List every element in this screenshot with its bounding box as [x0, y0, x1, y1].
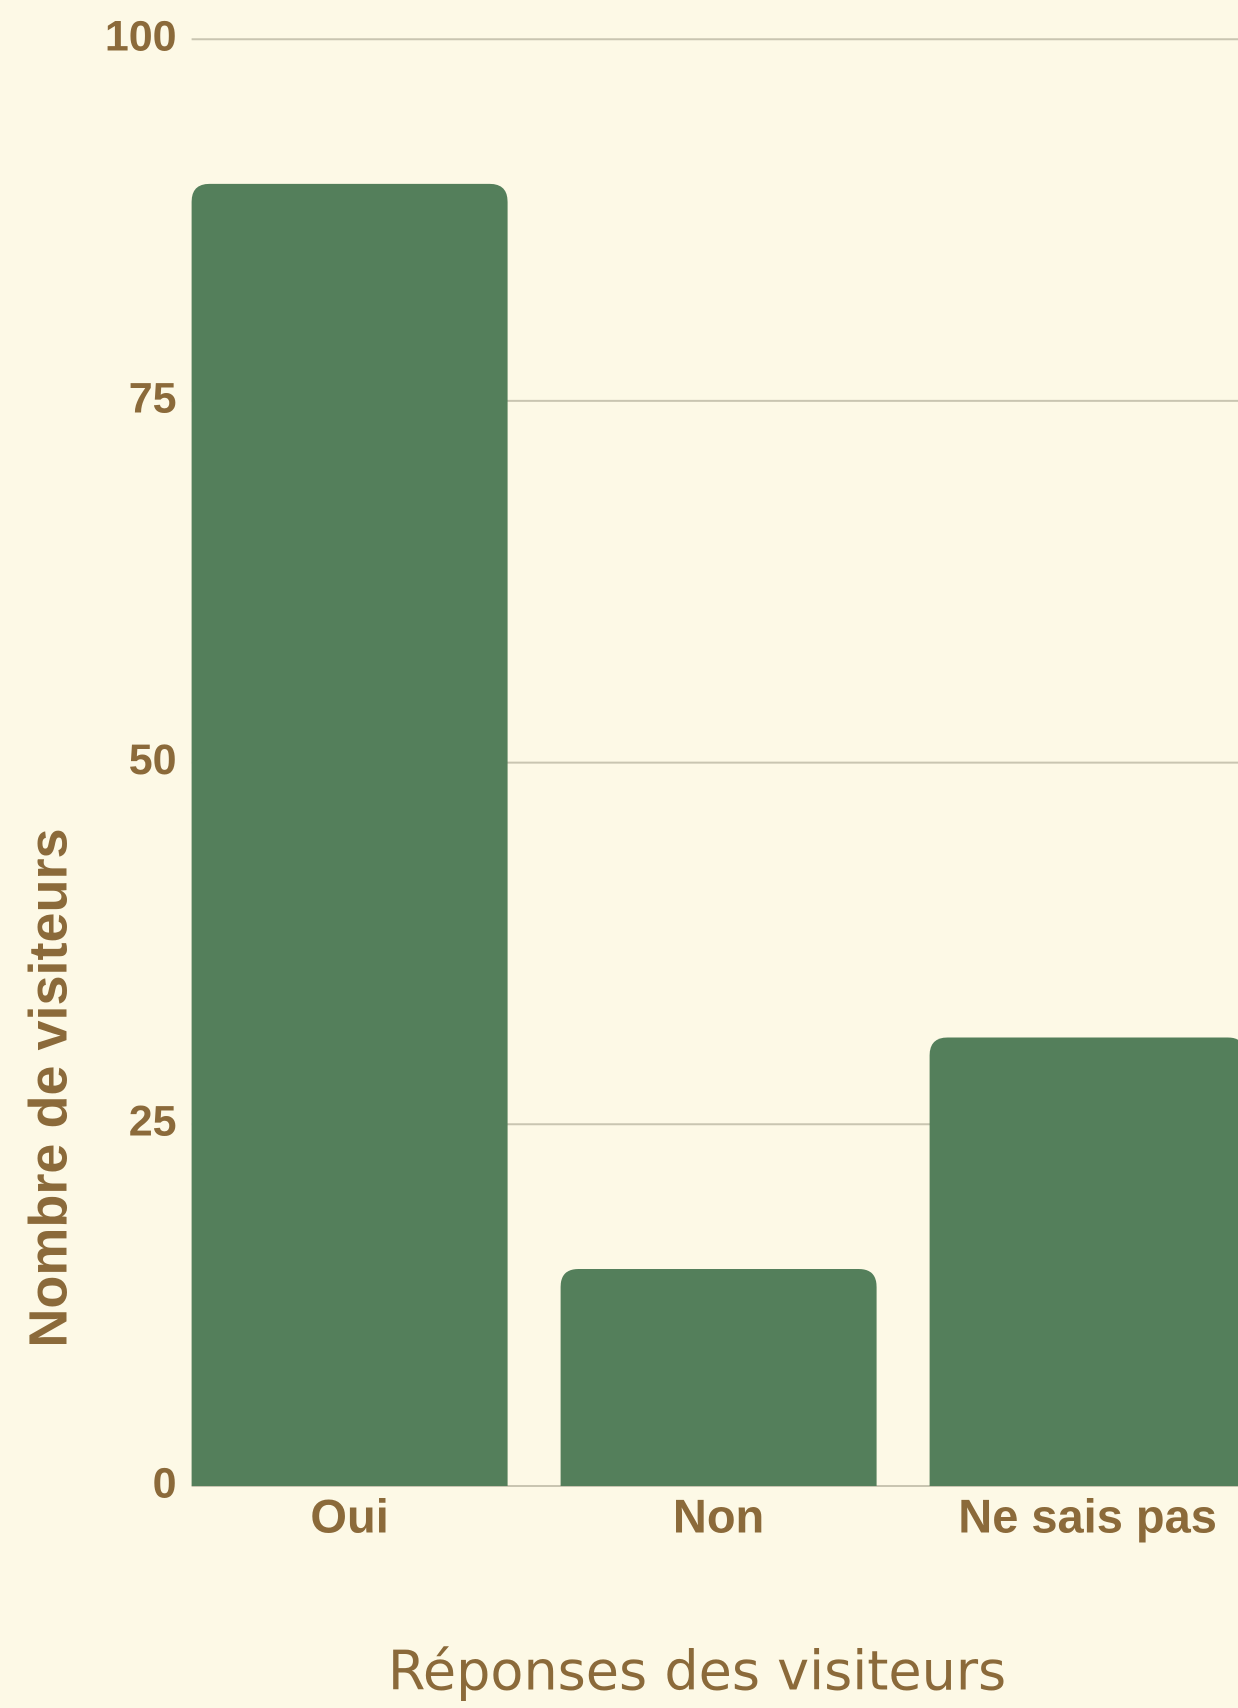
y-tick-label: 75 — [129, 374, 177, 422]
x-tick-label: Oui — [310, 1489, 388, 1542]
x-tick-label: Non — [673, 1489, 764, 1542]
x-tick-label: Ne sais pas — [958, 1489, 1217, 1542]
y-tick-label: 50 — [129, 736, 177, 784]
y-tick-label: 0 — [153, 1459, 177, 1507]
bar — [929, 1037, 1238, 1486]
y-tick-label: 100 — [105, 13, 177, 61]
x-axis-label: Réponses des visiteurs — [388, 1640, 1006, 1703]
y-tick-label: 25 — [129, 1098, 177, 1146]
y-axis-label: Nombre de visiteurs — [18, 828, 78, 1347]
bar — [191, 183, 508, 1486]
bar — [560, 1268, 877, 1486]
